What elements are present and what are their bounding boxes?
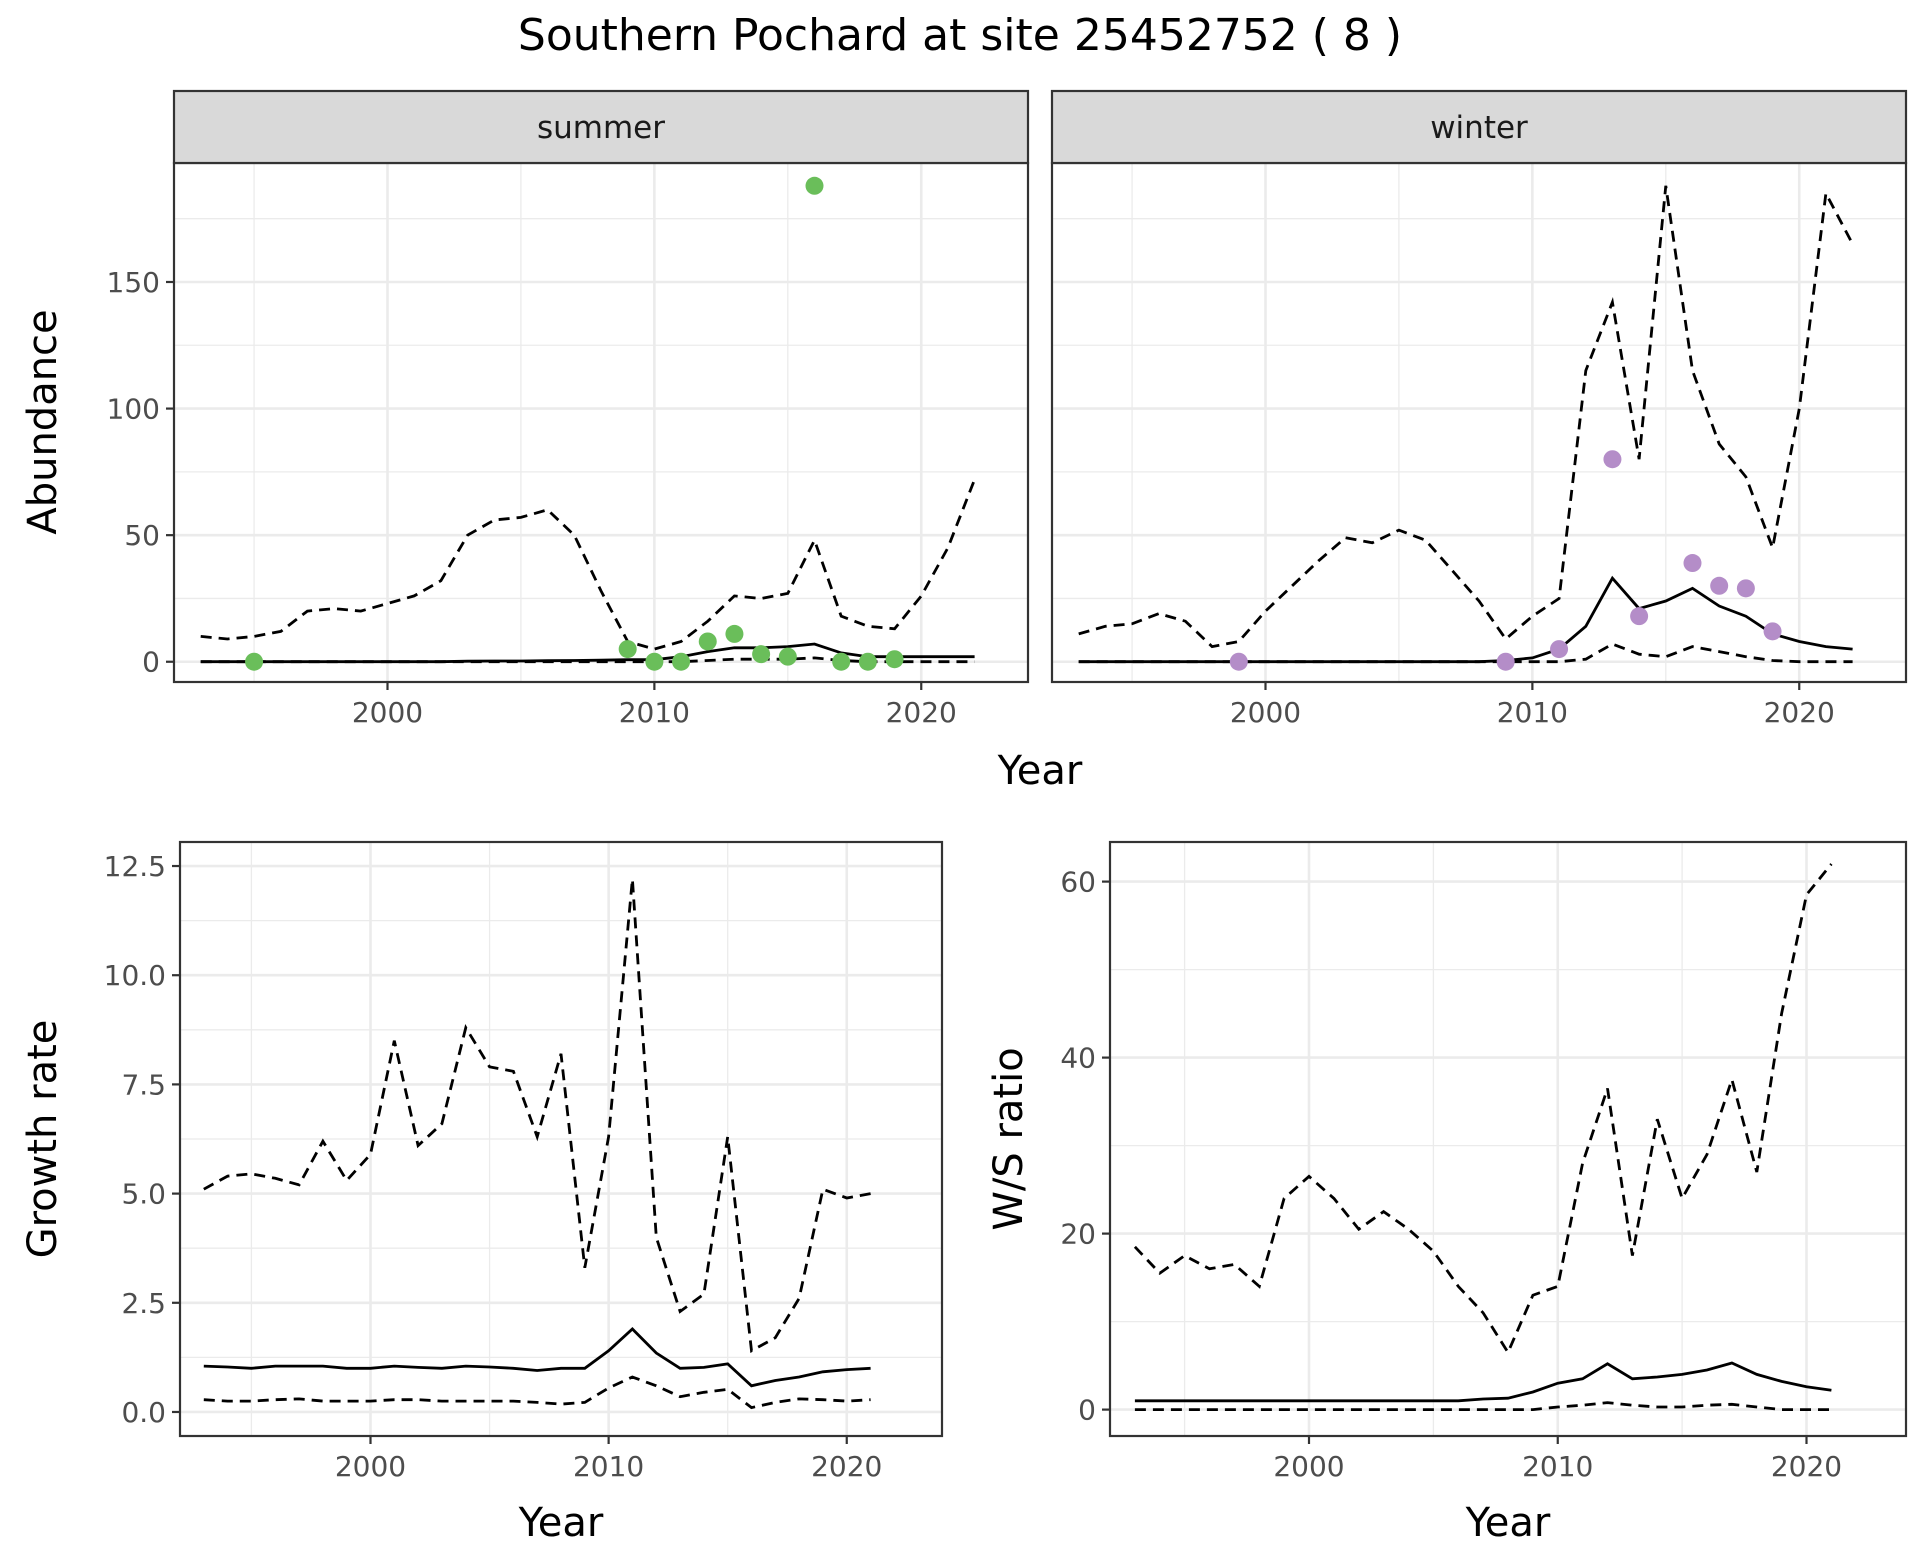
growth-upper-line	[203, 878, 871, 1354]
ws-ratio-y-tick-label: 20	[1060, 1218, 1096, 1251]
abundance-summer-median-line	[200, 642, 975, 664]
growth-y-tick-label: 5.0	[121, 1178, 166, 1211]
ws-ratio-lower-line	[1134, 1401, 1832, 1411]
growth-x-axis-title: Year	[518, 1500, 604, 1546]
abundance-summer-panel: summer 0 50 100 150 2000 2010 2020	[107, 89, 1030, 729]
growth-x-tick-label: 2000	[335, 1450, 406, 1483]
abundance-summer-data-point	[778, 647, 797, 666]
abundance-x-axis-title: Year	[997, 748, 1083, 794]
abundance-summer-data-point	[805, 176, 824, 195]
abundance-summer-x-tick-label: 2020	[886, 696, 957, 729]
abundance-winter-plot-background	[1052, 163, 1906, 682]
abundance-summer-data-point	[245, 652, 264, 671]
abundance-summer-y-tick-label: 100	[107, 393, 160, 426]
ws-ratio-median-line	[1134, 1361, 1832, 1403]
abundance-y-axis-title: Abundance	[20, 309, 66, 534]
growth-y-tick-label: 2.5	[121, 1287, 166, 1320]
growth-y-tick-label: 0.0	[121, 1396, 166, 1429]
growth-x-tick-label: 2010	[573, 1450, 644, 1483]
abundance-winter-x-tick-label: 2000	[1230, 696, 1301, 729]
abundance-winter-data-point	[1683, 554, 1702, 573]
abundance-summer-y-tick-label: 0	[142, 646, 160, 679]
abundance-summer-plot-background	[174, 163, 1028, 682]
ws-ratio-panel: 0 20 40 60 2000 2010 2020	[1060, 840, 1908, 1483]
growth-panel-border	[178, 840, 944, 1438]
abundance-winter-median-line	[1078, 575, 1853, 664]
abundance-summer-y-tick-label: 150	[107, 266, 160, 299]
abundance-winter-data-point	[1603, 450, 1622, 469]
ws-ratio-x-tick-label: 2020	[1771, 1450, 1842, 1483]
abundance-winter-panel: winter 2000 2010 2020	[1050, 89, 1908, 729]
abundance-summer-x-tick-label: 2000	[352, 696, 423, 729]
abundance-winter-data-point	[1763, 622, 1782, 641]
abundance-winter-data-point	[1736, 579, 1755, 598]
abundance-winter-strip	[1050, 89, 1908, 165]
abundance-summer-upper-line	[200, 478, 976, 651]
ws-ratio-plot-background	[1110, 842, 1906, 1436]
growth-panel: 0.0 2.5 5.0 7.5 10.0 12.5 2000 2010 2020	[104, 840, 944, 1483]
ws-ratio-y-tick-label: 60	[1060, 866, 1096, 899]
abundance-summer-data-point	[858, 652, 877, 671]
abundance-winter-data-point	[1496, 652, 1515, 671]
ws-ratio-upper-line	[1133, 863, 1833, 1356]
growth-y-tick-label: 12.5	[104, 850, 166, 883]
abundance-summer-data-point	[752, 645, 771, 664]
abundance-summer-y-tick-label: 50	[124, 519, 160, 552]
growth-y-tick-label: 7.5	[121, 1068, 166, 1101]
abundance-summer-data-point	[645, 652, 664, 671]
abundance-summer-data-point	[725, 624, 744, 643]
growth-median-line	[203, 1327, 871, 1388]
abundance-winter-data-point	[1630, 607, 1649, 626]
ws-ratio-x-tick-label: 2000	[1273, 1450, 1344, 1483]
abundance-summer-data-point	[698, 632, 717, 651]
growth-x-tick-label: 2020	[811, 1450, 882, 1483]
abundance-summer-data-point	[885, 650, 904, 669]
growth-y-tick-label: 10.0	[104, 959, 166, 992]
ws-ratio-y-tick-label: 40	[1060, 1042, 1096, 1075]
growth-lower-line	[203, 1375, 871, 1410]
abundance-summer-data-point	[832, 652, 851, 671]
ws-ratio-y-axis-title: W/S ratio	[986, 1047, 1032, 1230]
ws-ratio-panel-border	[1108, 840, 1908, 1438]
abundance-winter-data-point	[1550, 640, 1569, 659]
abundance-summer-strip	[172, 89, 1030, 165]
abundance-winter-data-point	[1710, 576, 1729, 595]
chart-title: Southern Pochard at site 25452752 ( 8 )	[518, 10, 1402, 61]
abundance-winter-x-tick-label: 2010	[1497, 696, 1568, 729]
abundance-summer-data-point	[618, 640, 637, 659]
abundance-summer-strip-label: summer	[537, 110, 665, 146]
abundance-summer-data-point	[672, 652, 691, 671]
abundance-winter-data-point	[1229, 652, 1248, 671]
ws-ratio-y-tick-label: 0	[1078, 1394, 1096, 1427]
ws-ratio-x-tick-label: 2010	[1522, 1450, 1593, 1483]
ws-ratio-x-axis-title: Year	[1465, 1500, 1551, 1546]
abundance-winter-x-tick-label: 2020	[1764, 696, 1835, 729]
abundance-winter-strip-label: winter	[1430, 110, 1528, 146]
abundance-summer-x-tick-label: 2010	[619, 696, 690, 729]
growth-y-axis-title: Growth rate	[20, 1020, 66, 1259]
abundance-winter-upper-line	[1078, 185, 1854, 649]
